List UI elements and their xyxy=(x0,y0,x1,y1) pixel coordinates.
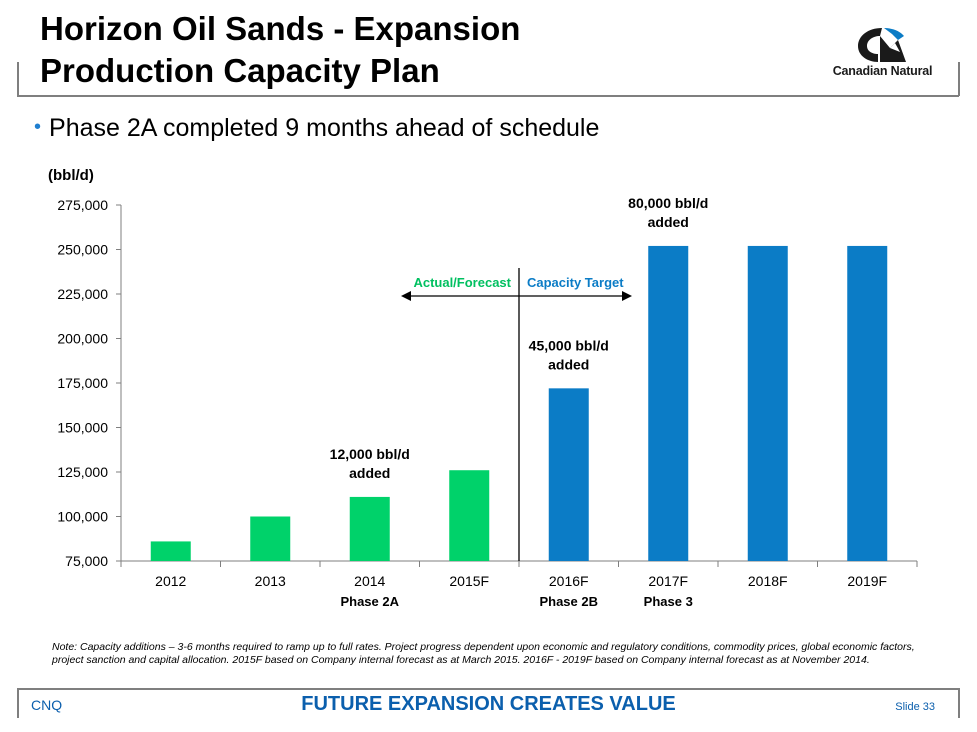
y-tick-label: 150,000 xyxy=(57,420,108,436)
y-tick-label: 75,000 xyxy=(65,553,108,569)
annotation-label: 12,000 bbl/d xyxy=(330,446,410,462)
bar-2016f xyxy=(548,388,589,561)
company-logo: Canadian Natural xyxy=(820,22,945,84)
footer-frame-right xyxy=(958,688,960,718)
title-divider xyxy=(17,95,959,97)
bar-2014 xyxy=(349,496,390,561)
annotation-label: 80,000 bbl/d xyxy=(628,195,708,211)
footnote: Note: Capacity additions – 3-6 months re… xyxy=(52,641,915,666)
x-tick-label: 2013 xyxy=(255,573,286,589)
phase-label: Phase 2A xyxy=(340,594,399,609)
bullet-dot-icon: • xyxy=(34,116,42,138)
capacity-bar-chart: (bbl/d) 75,000 100,000 125,000 150,000 175,00… xyxy=(48,167,918,609)
bar-2017f xyxy=(648,245,689,561)
x-tick-label: 2016F xyxy=(549,573,589,589)
annotation-label: added xyxy=(548,356,589,372)
divider-label-actual: Actual/Forecast xyxy=(413,275,511,290)
bullet-point: • Phase 2A completed 9 months ahead of sc… xyxy=(34,114,599,143)
footer-divider xyxy=(17,688,959,690)
footer-ticker: CNQ xyxy=(31,697,63,713)
x-tick-label: 2014 xyxy=(354,573,385,589)
y-tick-label: 125,000 xyxy=(57,464,108,480)
title-frame-right xyxy=(958,62,960,96)
y-tick-label: 200,000 xyxy=(57,331,108,347)
title-line-2: Production Capacity Plan xyxy=(40,52,440,89)
annotation-label: added xyxy=(648,214,689,230)
bar-2013 xyxy=(250,516,291,561)
title-frame-left xyxy=(17,62,19,96)
phase-label: Phase 3 xyxy=(644,594,693,609)
title-line-1: Horizon Oil Sands - Expansion xyxy=(40,10,521,47)
footer-frame-left xyxy=(17,688,19,718)
y-tick-label: 275,000 xyxy=(57,197,108,213)
arrow-right-icon xyxy=(622,291,632,301)
x-tick-label: 2012 xyxy=(155,573,186,589)
divider-label-target: Capacity Target xyxy=(527,275,624,290)
bar-2019f xyxy=(847,245,888,561)
x-tick-label: 2018F xyxy=(748,573,788,589)
annotation-label: added xyxy=(349,465,390,481)
y-tick-label: 250,000 xyxy=(57,242,108,258)
bar-2015f xyxy=(449,470,490,561)
y-tick-label: 175,000 xyxy=(57,375,108,391)
y-tick-label: 225,000 xyxy=(57,286,108,302)
annotation-label: 45,000 bbl/d xyxy=(529,337,609,353)
x-tick-label: 2015F xyxy=(449,573,489,589)
x-tick-label: 2017F xyxy=(648,573,688,589)
bullet-text: Phase 2A completed 9 months ahead of sch… xyxy=(49,114,600,142)
y-tick-label: 100,000 xyxy=(57,509,108,525)
bar-2012 xyxy=(150,541,191,561)
footer-tagline: FUTURE EXPANSION CREATES VALUE xyxy=(301,693,676,715)
logo-wordmark: Canadian Natural xyxy=(832,64,933,78)
slide-title: Horizon Oil Sands - Expansion Production… xyxy=(40,8,520,92)
y-axis-label: (bbl/d) xyxy=(48,167,94,184)
bar-2018f xyxy=(747,245,788,561)
logo-icon xyxy=(858,28,906,62)
x-tick-label: 2019F xyxy=(847,573,887,589)
slide-number: Slide 33 xyxy=(895,701,935,713)
phase-label: Phase 2B xyxy=(539,594,598,609)
arrow-left-icon xyxy=(401,291,411,301)
